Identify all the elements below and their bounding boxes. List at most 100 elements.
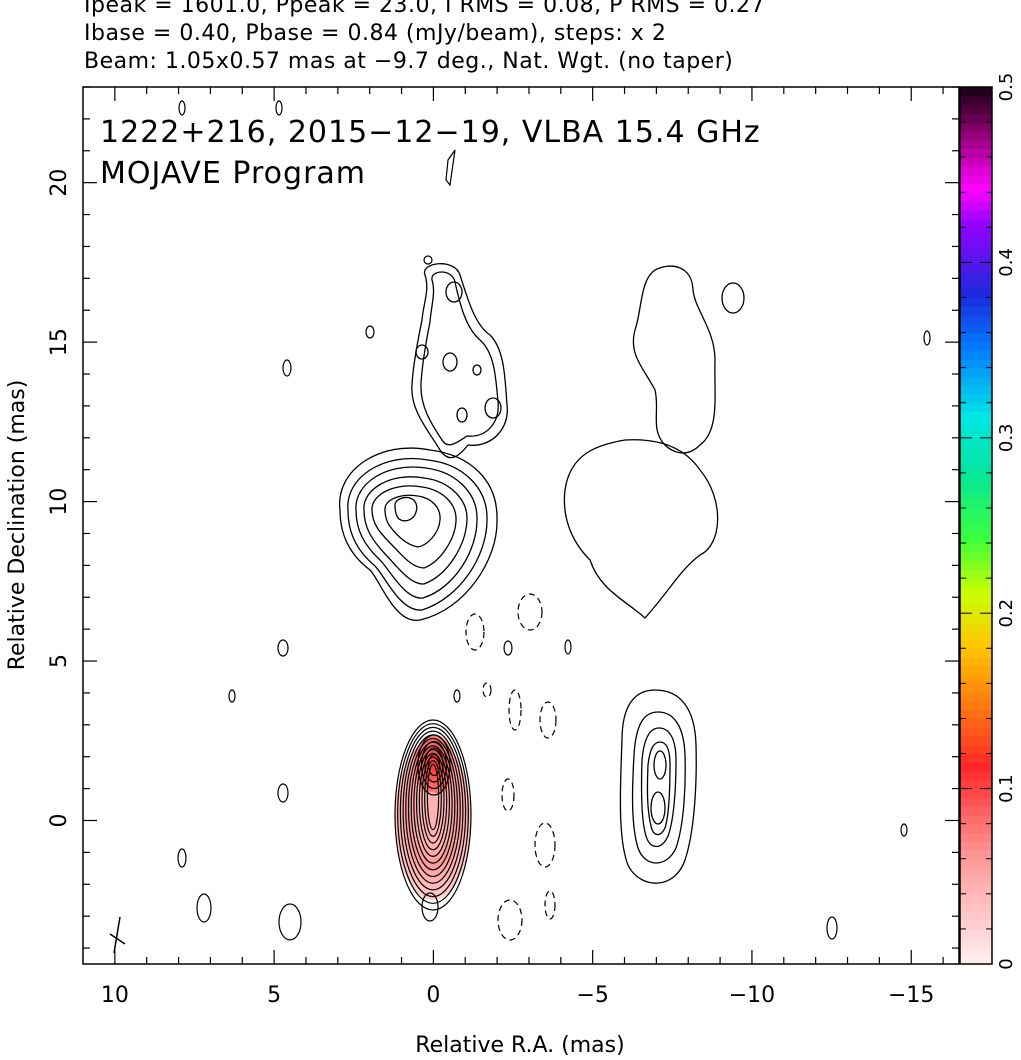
colorbar-band [960, 849, 992, 860]
colorbar-band [960, 867, 992, 877]
colorbar-band [960, 218, 992, 228]
colorbar-band [960, 621, 992, 632]
x-tick-label: 5 [267, 983, 281, 1008]
colorbar-band [960, 393, 992, 404]
colorbar-band [960, 253, 992, 263]
colorbar-band [960, 604, 992, 614]
beam-marker [109, 916, 126, 954]
core-contours [394, 719, 472, 911]
colorbar-band [960, 630, 992, 641]
colorbar-band [960, 130, 992, 141]
y-tick-label: 10 [47, 488, 72, 516]
core-contour-level [407, 737, 459, 878]
colorbar-band [960, 683, 992, 693]
colorbar-band [960, 499, 992, 509]
x-axis-label: Relative R.A. (mas) [415, 1033, 624, 1058]
colorbar-band [960, 569, 992, 579]
lobe-contours [339, 447, 498, 621]
core-contour-level [402, 730, 464, 891]
negative-contours [465, 593, 557, 941]
core-contour-level [424, 760, 442, 837]
axis-ticks [83, 86, 959, 964]
colorbar-band [960, 236, 992, 246]
colorbar-band [960, 814, 992, 825]
colorbar-band [960, 481, 992, 492]
knot-contour-level [424, 747, 444, 783]
knot-contour-level [427, 753, 441, 777]
colorbar-band [960, 911, 992, 921]
colorbar-band [960, 779, 992, 790]
colorbar-band [960, 665, 992, 676]
colorbar-band [960, 771, 992, 781]
colorbar-band [960, 174, 992, 185]
header-line-2: Ibase = 0.40, Pbase = 0.84 (mJy/beam), s… [84, 21, 667, 46]
colorbar-band [960, 429, 992, 439]
colorbar-band [960, 341, 992, 351]
colorbar-band [960, 271, 992, 281]
x-tick-label: −10 [729, 983, 775, 1008]
colorbar-band [960, 902, 992, 912]
y-axis-label: Relative Declination (mas) [5, 380, 30, 671]
x-tick-label: 0 [426, 983, 440, 1008]
colorbar-band [960, 893, 992, 904]
x-tick-label: −15 [888, 983, 934, 1008]
colorbar-band [960, 578, 992, 588]
colorbar-band [960, 551, 992, 562]
colorbar-band [960, 165, 992, 176]
polarization-contours [563, 265, 745, 884]
colorbar-tick-labels: 0 0.1 0.2 0.3 0.4 0.5 [996, 73, 1017, 970]
colorbar-tick-label: 0.3 [996, 423, 1017, 452]
colorbar-band [960, 516, 992, 527]
colorbar-band [960, 648, 992, 658]
y-tick-label: 20 [47, 169, 72, 197]
colorbar-tick-label: 0 [996, 958, 1017, 969]
colorbar-band [960, 709, 992, 720]
y-tick-label: 15 [47, 328, 72, 356]
colorbar-band [960, 472, 992, 483]
header-line-1: Ipeak = 1601.0, Ppeak = 23.0, I RMS = 0.… [84, 0, 765, 18]
colorbar-band [960, 209, 992, 220]
colorbar-band [960, 955, 992, 965]
chart-title-line-1: 1222+216, 2015−12−19, VLBA 15.4 GHz [100, 115, 761, 150]
colorbar-band [960, 279, 992, 290]
core-contour-level [413, 745, 453, 864]
x-tick-label: −5 [576, 983, 608, 1008]
colorbar-band [960, 227, 992, 237]
colorbar-band [960, 455, 992, 465]
colorbar-band [960, 543, 992, 553]
y-tick-labels: 0 5 10 15 20 [47, 169, 72, 828]
colorbar-band [960, 201, 992, 211]
colorbar-band [960, 122, 992, 132]
colorbar-band [960, 657, 992, 667]
core-contour-level [416, 748, 451, 857]
colorbar-band [960, 806, 992, 816]
colorbar-band [960, 157, 992, 167]
colorbar-band [960, 148, 992, 158]
colorbar-band [960, 937, 992, 948]
colorbar-band [960, 358, 992, 369]
colorbar-band [960, 797, 992, 807]
colorbar-frame [959, 86, 993, 965]
knot-contour-level [420, 740, 448, 790]
colorbar-tick-label: 0.1 [996, 774, 1017, 803]
colorbar-band [960, 613, 992, 623]
y-tick-label: 0 [47, 813, 72, 827]
core-contour-level [410, 741, 456, 871]
colorbar-band [960, 437, 992, 448]
colorbar-tick-label: 0.4 [996, 248, 1017, 277]
core-contour-level [421, 756, 445, 844]
plot-frame [82, 86, 960, 965]
y-tick-label: 5 [47, 654, 72, 668]
colorbar-band [960, 87, 992, 97]
colorbar-band [960, 727, 992, 737]
colorbar-band [960, 244, 992, 255]
core-contour-level [399, 726, 467, 898]
colorbar-band [960, 534, 992, 544]
colorbar-band [960, 323, 992, 334]
colorbar-band [960, 762, 992, 772]
colorbar-band [960, 367, 992, 378]
colorbar-band [960, 183, 992, 193]
core-contour-level [426, 763, 440, 831]
colorbar-band [960, 876, 992, 886]
colorbar-band [960, 735, 992, 746]
